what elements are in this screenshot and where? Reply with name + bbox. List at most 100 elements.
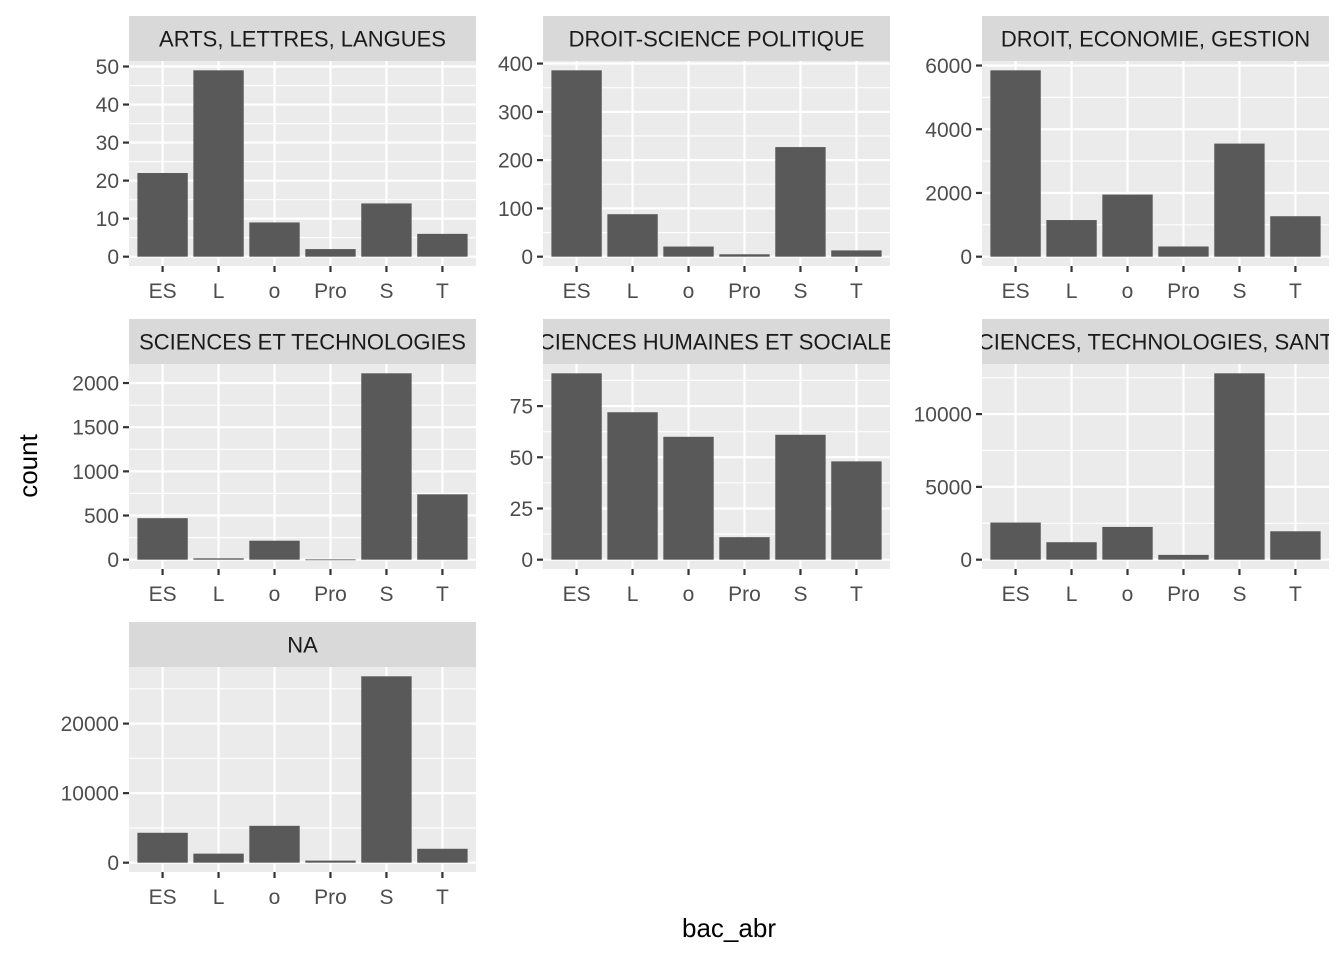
y-tick-label: 20: [96, 170, 119, 193]
bar-o: [1102, 526, 1153, 560]
y-axis-title: count: [13, 433, 43, 497]
facet-panel: SCIENCES, TECHNOLOGIES, SANTE 0 5000 10000 E…: [914, 319, 1329, 606]
bar-L: [607, 412, 658, 560]
bar-T: [831, 461, 882, 560]
bar-ES: [137, 832, 188, 863]
facet-strip-label: DROIT, ECONOMIE, GESTION: [1001, 27, 1310, 52]
y-tick-label: 25: [510, 498, 533, 521]
bar-S: [1214, 373, 1265, 560]
y-tick-label: 10: [96, 208, 119, 231]
y-tick-label: 0: [107, 246, 119, 269]
bar-ES: [990, 522, 1041, 560]
x-tick-label: S: [793, 583, 807, 606]
x-tick-label: o: [1122, 583, 1134, 606]
bar-ES: [551, 373, 602, 560]
bar-Pro: [1158, 554, 1209, 560]
x-axis-title: bac_abr: [682, 913, 776, 943]
bar-S: [775, 434, 826, 560]
bar-S: [1214, 143, 1265, 257]
y-tick-label: 40: [96, 94, 119, 117]
x-tick-label: ES: [1002, 583, 1030, 606]
facet-strip: [543, 319, 890, 364]
bar-ES: [551, 70, 602, 257]
y-tick-label: 10000: [914, 404, 972, 427]
x-tick-label: ES: [563, 583, 591, 606]
bar-L: [193, 70, 244, 257]
x-tick-label: Pro: [728, 280, 761, 303]
x-tick-label: o: [269, 886, 281, 909]
x-tick-label: S: [379, 886, 393, 909]
facet-strip-label: NA: [287, 633, 318, 658]
bar-o: [663, 246, 714, 257]
bar-Pro: [305, 249, 356, 257]
x-tick-label: Pro: [1167, 583, 1200, 606]
y-tick-label: 50: [510, 447, 533, 470]
x-tick-label: S: [793, 280, 807, 303]
facet-panel: SCIENCES ET TECHNOLOGIES 0 500 1000 1500 2000…: [72, 319, 476, 606]
x-tick-label: T: [1289, 280, 1302, 303]
bar-o: [249, 540, 300, 560]
x-tick-label: o: [1122, 280, 1134, 303]
y-tick-label: 500: [84, 505, 119, 528]
x-tick-label: T: [1289, 583, 1302, 606]
bar-Pro: [1158, 246, 1209, 257]
x-tick-label: L: [213, 280, 225, 303]
y-tick-label: 0: [521, 246, 533, 269]
y-tick-label: 2000: [72, 373, 119, 396]
y-tick-label: 20000: [61, 713, 119, 736]
bar-L: [1046, 542, 1097, 560]
facet-strip-label: SCIENCES HUMAINES ET SOCIALES: [524, 330, 909, 355]
bar-T: [417, 494, 468, 560]
bar-o: [663, 436, 714, 560]
bar-T: [831, 250, 882, 257]
y-tick-label: 5000: [925, 476, 972, 499]
bar-S: [361, 676, 412, 863]
y-tick-label: 0: [107, 549, 119, 572]
x-tick-label: L: [213, 583, 225, 606]
x-tick-label: T: [436, 583, 449, 606]
x-tick-label: Pro: [1167, 280, 1200, 303]
x-tick-label: ES: [149, 583, 177, 606]
bar-L: [193, 558, 244, 560]
y-tick-label: 1500: [72, 417, 119, 440]
bar-L: [607, 214, 658, 257]
x-tick-label: o: [269, 280, 281, 303]
y-tick-label: 200: [498, 150, 533, 173]
x-tick-label: o: [683, 583, 695, 606]
x-tick-label: Pro: [314, 280, 347, 303]
x-tick-label: ES: [149, 886, 177, 909]
bar-S: [775, 147, 826, 257]
facet-strip: [543, 16, 890, 61]
y-tick-label: 75: [510, 396, 533, 419]
x-tick-label: S: [379, 583, 393, 606]
y-tick-label: 2000: [925, 182, 972, 205]
bar-o: [249, 825, 300, 863]
bar-ES: [990, 70, 1041, 257]
bar-o: [249, 222, 300, 257]
bar-Pro: [305, 860, 356, 863]
x-tick-label: o: [269, 583, 281, 606]
x-tick-label: T: [436, 280, 449, 303]
facet-strip: [129, 16, 476, 61]
bar-S: [361, 373, 412, 560]
y-tick-label: 4000: [925, 119, 972, 142]
facet-strip: [982, 319, 1329, 364]
bar-S: [361, 203, 412, 257]
x-tick-label: Pro: [728, 583, 761, 606]
bar-ES: [137, 173, 188, 257]
y-tick-label: 400: [498, 53, 533, 76]
facet-strip: [129, 319, 476, 364]
x-tick-label: ES: [1002, 280, 1030, 303]
facet-strip: [982, 16, 1329, 61]
bar-T: [417, 233, 468, 257]
x-tick-label: ES: [149, 280, 177, 303]
bar-Pro: [719, 537, 770, 560]
y-tick-label: 0: [521, 549, 533, 572]
y-tick-label: 1000: [72, 461, 119, 484]
x-tick-label: L: [1066, 280, 1078, 303]
bar-T: [417, 848, 468, 863]
bar-Pro: [305, 559, 356, 561]
